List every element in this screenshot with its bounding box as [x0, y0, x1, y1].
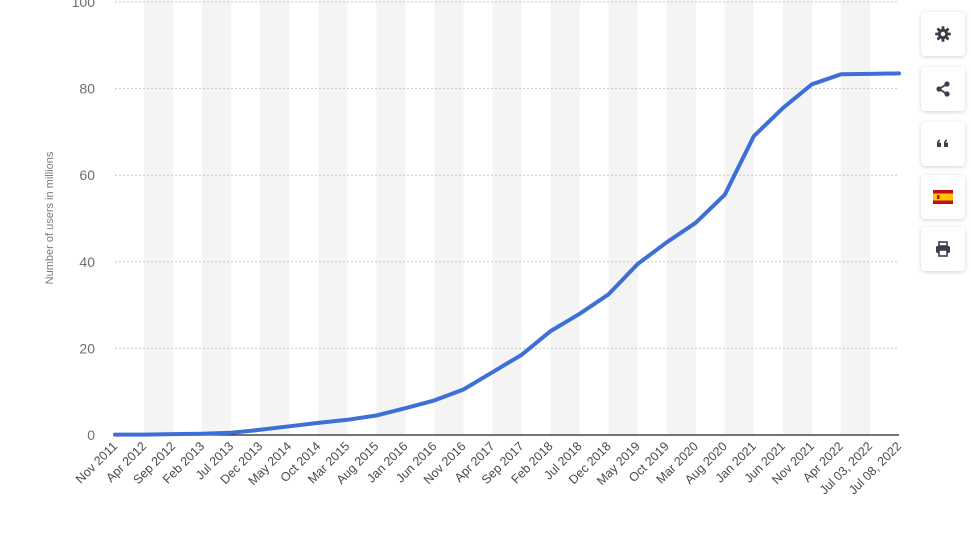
y-tick-label: 20: [79, 340, 95, 356]
language-button[interactable]: [921, 175, 965, 219]
y-tick-label: 0: [87, 427, 95, 443]
y-tick-label: 80: [79, 81, 95, 97]
quote-icon: [934, 135, 952, 153]
spain-flag-icon: [933, 190, 953, 204]
print-button[interactable]: [921, 227, 965, 271]
band: [608, 0, 638, 435]
y-axis-label: Number of users in millions: [44, 151, 56, 284]
band: [724, 0, 754, 435]
band: [666, 0, 696, 435]
band: [260, 0, 290, 435]
band: [434, 0, 464, 435]
gear-icon: [934, 25, 952, 43]
print-icon: [934, 240, 952, 258]
y-tick-labels: 0 20 40 60 80 100: [72, 0, 96, 443]
gridlines: [115, 1, 899, 349]
band: [782, 0, 812, 435]
y-tick-label: 40: [79, 254, 95, 270]
band: [144, 0, 174, 435]
settings-button[interactable]: [921, 12, 965, 56]
band: [550, 0, 580, 435]
band: [376, 0, 406, 435]
y-tick-label: 60: [79, 167, 95, 183]
band: [318, 0, 348, 435]
y-tick-label: 100: [72, 0, 96, 10]
band: [202, 0, 232, 435]
cite-button[interactable]: [921, 122, 965, 166]
share-button[interactable]: [921, 67, 965, 111]
share-icon: [934, 80, 952, 98]
series-line: [113, 71, 901, 437]
band: [840, 0, 870, 435]
background-bands: [144, 0, 870, 435]
